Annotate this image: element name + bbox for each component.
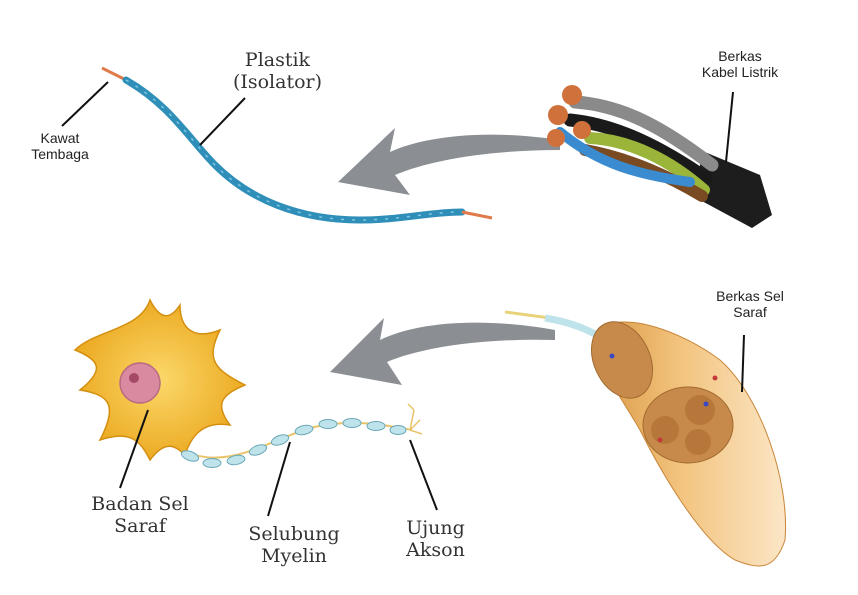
axon-terminal [407, 403, 423, 435]
myelin-segment [318, 419, 338, 429]
fascicle-top [591, 321, 653, 399]
nerve-bundle [504, 310, 787, 567]
myelin-segment [226, 454, 246, 466]
myelin-segment [389, 425, 407, 435]
fascicle-3 [685, 429, 711, 455]
insulation-texture [125, 79, 463, 221]
copper-tip-left [101, 66, 127, 82]
berkas-kabel-pointer [725, 91, 734, 163]
nucleolus [129, 373, 139, 383]
nerve-fiber-tip [504, 310, 551, 320]
blood-vessel-red [657, 437, 663, 443]
myelin-segment [180, 450, 200, 462]
single-wire [101, 66, 493, 224]
ujung-pointer [409, 439, 438, 511]
badan-sel-pointer [119, 409, 149, 489]
cable-bundle [547, 85, 772, 228]
label-ujung-akson: Ujung Akson [406, 517, 465, 561]
axon [180, 403, 423, 468]
label-berkas-kabel: Berkas Kabel Listrik [701, 48, 779, 81]
selubung-pointer [267, 441, 291, 517]
copper-tip-right [461, 210, 493, 220]
blood-vessel-blue [609, 353, 615, 359]
label-selubung-myelin: Selubung Myelin [248, 523, 340, 567]
label-kawat-tembaga: Kawat Tembaga [31, 130, 89, 163]
label-plastik: Plastik (Isolator) [232, 49, 323, 93]
myelin-segment [270, 434, 290, 446]
arrow-bottom [330, 318, 555, 385]
fascicle-2 [685, 395, 715, 425]
copper-strand-3 [573, 121, 591, 139]
copper-strand-2 [548, 105, 568, 125]
label-berkas-sel-saraf: Berkas Sel Saraf [716, 288, 784, 321]
myelin-segment [342, 418, 362, 428]
cable-jacket [700, 150, 772, 228]
kawat-pointer [61, 81, 109, 127]
myelin-segment [366, 421, 386, 431]
arrow-top [338, 128, 560, 195]
blood-vessel-red [712, 375, 718, 381]
blood-vessel-blue [703, 401, 709, 407]
plastik-pointer [199, 97, 246, 146]
copper-strand-1 [562, 85, 582, 105]
fascicle-1 [651, 416, 679, 444]
label-badan-sel-saraf: Badan Sel Saraf [91, 493, 189, 537]
berkas-sel-pointer [741, 334, 745, 393]
myelin-segment [202, 458, 222, 468]
copper-strand-4 [547, 129, 565, 147]
myelin-segment [294, 424, 314, 436]
myelin-segment [248, 444, 268, 456]
nucleus [119, 362, 161, 404]
cable-gray [568, 95, 719, 172]
neuron [73, 298, 247, 462]
cable-blue [555, 127, 695, 187]
